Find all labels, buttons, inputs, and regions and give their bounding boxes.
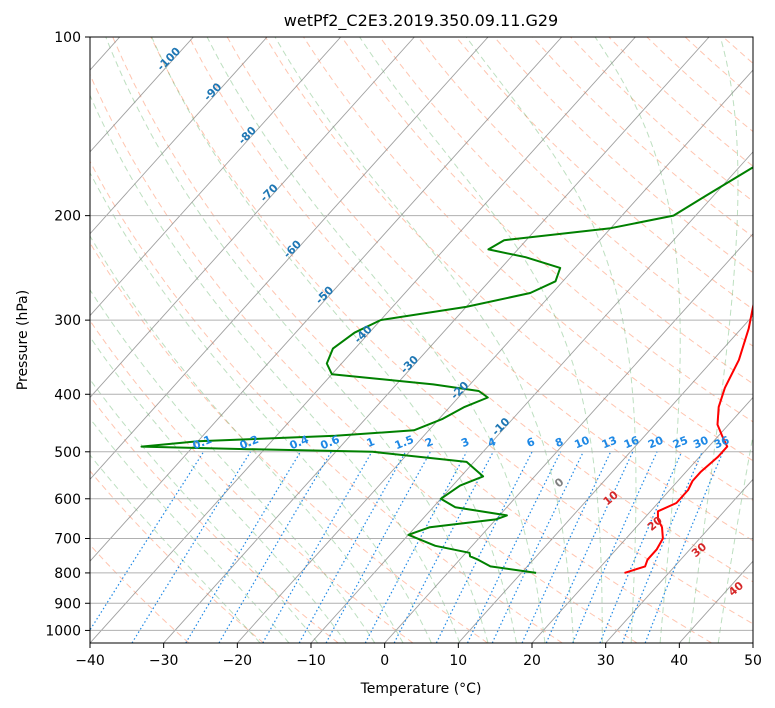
moist-adiabat	[90, 288, 376, 643]
dry-adiabat	[90, 241, 488, 643]
mixing-ratio-label: 25	[671, 434, 690, 452]
chart-title: wetPf2_C2E3.2019.350.09.11.G29	[284, 11, 558, 31]
mixing-ratio-label: 8	[553, 435, 565, 450]
mixing-ratio-line	[298, 451, 407, 643]
isotherm-line	[90, 37, 415, 399]
mixing-ratio-line	[90, 451, 205, 632]
isotherm-line	[384, 233, 753, 643]
moist-adiabat	[90, 171, 432, 643]
y-tick-label: 900	[54, 596, 81, 612]
x-tick-label: −40	[75, 653, 105, 669]
mixing-ratio-line	[621, 451, 703, 643]
isotherm-line	[90, 37, 268, 235]
mixing-ratio-label: 16	[622, 434, 641, 452]
mixing-ratio-line	[572, 451, 658, 643]
dry-adiabat	[90, 544, 190, 643]
x-tick-label: 30	[597, 653, 615, 669]
temperature-profile	[624, 301, 753, 574]
mixing-ratio-line	[466, 451, 562, 643]
isotherm-line	[90, 37, 342, 317]
x-tick-label: 50	[744, 653, 762, 669]
moist-adiabat	[594, 37, 681, 643]
isotherm-line	[90, 37, 563, 562]
x-axis-label: Temperature (°C)	[360, 681, 482, 697]
moist-adiabat	[90, 454, 261, 643]
isotherm-line	[90, 37, 636, 643]
moist-adiabat	[206, 37, 546, 643]
x-tick-label: −20	[223, 653, 253, 669]
x-tick-label: −30	[149, 653, 179, 669]
y-tick-label: 600	[54, 492, 81, 508]
x-axis: −40 −30 −20 −10 0 10 20 30 40 50	[75, 643, 762, 669]
plot-frame	[89, 36, 754, 644]
dry-adiabat	[417, 37, 753, 347]
y-tick-label: 100	[54, 30, 81, 46]
x-tick-label: −10	[296, 653, 326, 669]
moist-adiabat	[90, 417, 290, 643]
moist-adiabat	[90, 336, 347, 643]
x-tick-label: 40	[670, 653, 688, 669]
x-tick-label: 20	[523, 653, 541, 669]
mixing-ratio-line	[435, 451, 533, 643]
moist-adiabat	[359, 37, 603, 643]
mixing-ratio-line	[644, 451, 724, 643]
moist-adiabat	[151, 37, 517, 643]
mixing-ratio-label: 2	[423, 435, 435, 450]
dry-adiabat	[90, 395, 339, 643]
y-tick-label: 700	[54, 532, 81, 548]
y-axis: 100 200 300 400 500 600 700 800 900 1000	[45, 30, 90, 639]
mixing-ratio-line	[599, 451, 683, 643]
y-tick-label: 400	[54, 387, 81, 403]
mixing-ratio-line	[185, 451, 302, 643]
y-tick-label: 1000	[45, 623, 81, 639]
mixing-ratio-label: 20	[646, 434, 665, 452]
moist-adiabat	[90, 378, 319, 643]
mixing-ratio-label: 30	[691, 434, 710, 452]
y-tick-label: 500	[54, 445, 81, 461]
mixing-ratio-line	[325, 451, 431, 643]
moist-adiabat	[90, 94, 461, 643]
dry-adiabat	[455, 37, 753, 310]
mixing-ratio-label: 36	[712, 434, 731, 452]
x-tick-label: 0	[380, 653, 389, 669]
moist-adiabat	[717, 433, 753, 643]
mixing-ratio-label: 10	[572, 434, 591, 452]
isotherm-line	[236, 69, 753, 643]
moist-adiabat	[274, 37, 575, 643]
isotherm-line	[90, 37, 489, 480]
dewpoint-profile	[140, 166, 753, 574]
isotherm-line	[90, 37, 194, 153]
mixing-ratio-label: 13	[600, 434, 619, 452]
isotherm-line	[457, 314, 753, 643]
mixing-ratio-line	[364, 451, 468, 643]
y-tick-label: 200	[54, 209, 81, 225]
dry-adiabat	[90, 160, 563, 643]
y-axis-label: Pressure (hPa)	[15, 290, 31, 390]
mixing-ratio-label: 1	[365, 435, 377, 450]
y-tick-label: 800	[54, 566, 81, 582]
isotherm-line	[310, 151, 753, 643]
moist-adiabat	[465, 37, 637, 643]
dry-adiabat	[150, 37, 753, 625]
moist-adiabat	[105, 37, 489, 643]
isotherm-line	[163, 37, 710, 643]
plot-area	[90, 37, 753, 643]
mixing-ratio-label: 3	[459, 435, 471, 450]
isotherm-line	[531, 396, 753, 643]
x-tick-label: 10	[449, 653, 467, 669]
moist-adiabat	[90, 235, 404, 643]
dry-adiabat	[90, 470, 264, 643]
dry-adiabat	[112, 37, 712, 643]
moist-adiabat	[688, 37, 739, 643]
y-tick-label: 300	[54, 313, 81, 329]
isotherm-line	[605, 478, 753, 643]
